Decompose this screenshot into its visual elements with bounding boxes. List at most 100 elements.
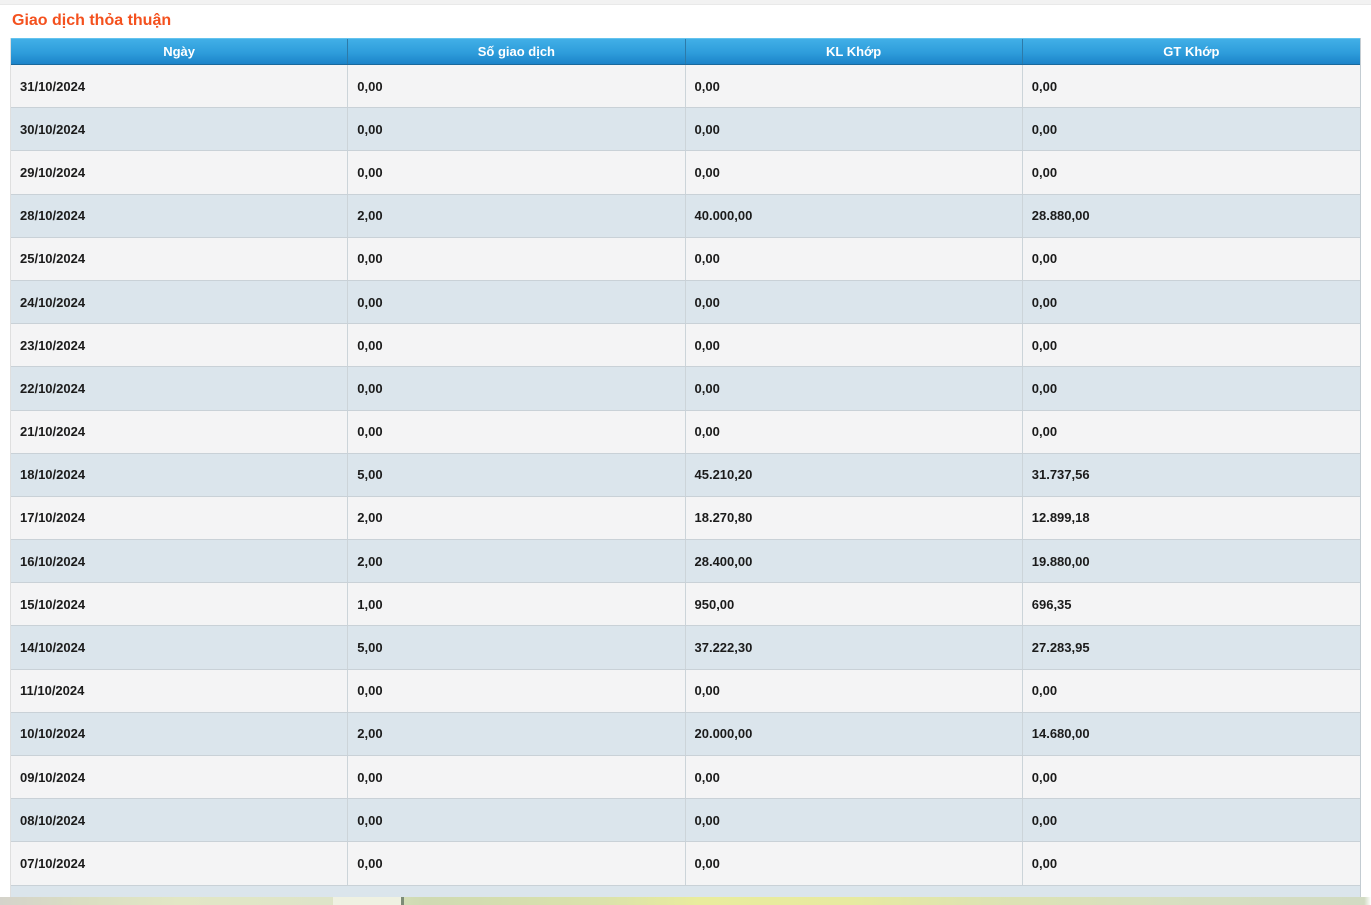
cell-so-giao-dich: 0,00	[348, 410, 686, 453]
cell-ngay: 28/10/2024	[11, 194, 349, 237]
table-row: 23/10/2024 0,00 0,00 0,00	[11, 324, 1360, 368]
cell-kl-khop: 0,00	[686, 410, 1023, 453]
table-row-partial	[11, 885, 1360, 897]
cell-ngay: 25/10/2024	[11, 237, 349, 280]
cell-ngay: 30/10/2024	[11, 108, 349, 151]
cell-kl-khop: 0,00	[686, 324, 1023, 367]
table-row: 07/10/2024 0,00 0,00 0,00	[11, 842, 1360, 886]
cell-gt-khop: 0,00	[1031, 337, 1058, 353]
transactions-table: Ngày Số giao dịch KL Khớp GT Khớp 31/10/202…	[10, 38, 1361, 897]
cell-gt-khop: 0,00	[1031, 424, 1058, 440]
column-header-kl-khop: KL Khớp	[686, 39, 1023, 64]
cell-ngay: 11/10/2024	[11, 669, 349, 712]
footer-strip-divider	[401, 896, 404, 905]
table-row: 10/10/2024 2,00 20.000,00 14.680,00	[11, 712, 1360, 756]
cell-ngay: 24/10/2024	[11, 280, 349, 324]
table-row: 09/10/2024 0,00 0,00 0,00	[11, 756, 1360, 800]
cell-gt-khop: 696,35	[1031, 596, 1072, 612]
cell-gt-khop: 0,00	[1031, 769, 1058, 785]
cell-kl-khop: 28.400,00	[686, 540, 1023, 583]
cell-ngay: 10/10/2024	[11, 712, 349, 755]
cell-so-giao-dich: 0,00	[348, 756, 686, 799]
cell-so-giao-dich: 2,00	[348, 540, 686, 583]
cell-so-giao-dich: 0,00	[348, 799, 686, 842]
cell-so-giao-dich: 2,00	[348, 194, 686, 237]
cell-so-giao-dich: 0,00	[348, 151, 686, 194]
table-body: 31/10/2024 0,00 0,00 0,00 30/10/2024 0,00 0,00…	[11, 65, 1360, 886]
cell-ngay: 17/10/2024	[11, 496, 349, 540]
cell-ngay: 09/10/2024	[11, 756, 349, 799]
cell-kl-khop: 950,00	[686, 583, 1023, 626]
cell-kl-khop: 20.000,00	[686, 712, 1023, 755]
cell-gt-khop: 19.880,00	[1031, 553, 1090, 569]
table-row: 29/10/2024 0,00 0,00 0,00	[11, 151, 1360, 195]
cell-gt-khop: 0,00	[1031, 121, 1058, 137]
cell-so-giao-dich: 1,00	[348, 583, 686, 626]
page-title: Giao dịch thỏa thuận	[12, 12, 172, 29]
footer-strip-thumb	[333, 896, 401, 905]
cell-ngay: 18/10/2024	[11, 453, 349, 496]
cell-ngay: 15/10/2024	[11, 583, 349, 626]
cell-so-giao-dich: 0,00	[348, 367, 686, 410]
cell-gt-khop: 0,00	[1031, 380, 1058, 396]
cell-kl-khop: 0,00	[686, 237, 1023, 280]
table-row: 24/10/2024 0,00 0,00 0,00	[11, 280, 1360, 325]
cell-ngay: 29/10/2024	[11, 151, 349, 194]
table-header-row: Ngày Số giao dịch KL Khớp GT Khớp	[11, 38, 1360, 65]
cell-ngay: 23/10/2024	[11, 324, 349, 367]
cell-gt-khop: 27.283,95	[1031, 640, 1090, 656]
cell-kl-khop: 0,00	[686, 280, 1023, 324]
cell-so-giao-dich: 0,00	[348, 280, 686, 324]
cell-gt-khop: 28.880,00	[1031, 208, 1090, 224]
cell-ngay: 21/10/2024	[11, 410, 349, 453]
cell-gt-khop: 0,00	[1031, 812, 1058, 828]
cell-kl-khop: 0,00	[686, 669, 1023, 712]
cell-gt-khop: 0,00	[1031, 164, 1058, 180]
cell-kl-khop: 40.000,00	[686, 194, 1023, 237]
cell-kl-khop: 0,00	[686, 108, 1023, 151]
cell-kl-khop: 18.270,80	[686, 496, 1023, 540]
table-row: 22/10/2024 0,00 0,00 0,00	[11, 367, 1360, 411]
table-row: 28/10/2024 2,00 40.000,00 28.880,00	[11, 194, 1360, 238]
cell-ngay: 16/10/2024	[11, 540, 349, 583]
cell-kl-khop: 45.210,20	[686, 453, 1023, 496]
table-row: 15/10/2024 1,00 950,00 696,35	[11, 583, 1360, 627]
cell-so-giao-dich: 0,00	[348, 237, 686, 280]
cell-so-giao-dich: 2,00	[348, 496, 686, 540]
cell-kl-khop: 0,00	[686, 756, 1023, 799]
cell-so-giao-dich: 2,00	[348, 712, 686, 755]
cell-ngay: 22/10/2024	[11, 367, 349, 410]
column-header-ngay: Ngày	[11, 39, 349, 64]
cell-ngay: 08/10/2024	[11, 799, 349, 842]
table-row: 17/10/2024 2,00 18.270,80 12.899,18	[11, 496, 1360, 541]
cell-so-giao-dich: 0,00	[348, 324, 686, 367]
table-row: 31/10/2024 0,00 0,00 0,00	[11, 65, 1360, 109]
cell-so-giao-dich: 0,00	[348, 65, 686, 108]
cell-so-giao-dich: 0,00	[348, 108, 686, 151]
table-row: 08/10/2024 0,00 0,00 0,00	[11, 799, 1360, 843]
table-row: 14/10/2024 5,00 37.222,30 27.283,95	[11, 626, 1360, 670]
column-header-gt-khop: GT Khớp	[1163, 44, 1220, 59]
table-row: 21/10/2024 0,00 0,00 0,00	[11, 410, 1360, 454]
top-band	[0, 0, 1371, 5]
cell-kl-khop: 0,00	[686, 842, 1023, 885]
cell-gt-khop: 31.737,56	[1031, 467, 1090, 483]
cell-kl-khop: 0,00	[686, 367, 1023, 410]
cell-gt-khop: 12.899,18	[1031, 510, 1090, 526]
cell-so-giao-dich: 5,00	[348, 453, 686, 496]
footer-strip	[0, 896, 1371, 905]
table-row: 11/10/2024 0,00 0,00 0,00	[11, 669, 1360, 713]
cell-gt-khop: 0,00	[1031, 683, 1058, 699]
cell-kl-khop: 0,00	[686, 799, 1023, 842]
cell-gt-khop: 0,00	[1031, 78, 1058, 94]
cell-gt-khop: 0,00	[1031, 251, 1058, 267]
cell-kl-khop: 0,00	[686, 65, 1023, 108]
cell-kl-khop: 0,00	[686, 151, 1023, 194]
cell-gt-khop: 0,00	[1031, 294, 1058, 310]
table-row: 25/10/2024 0,00 0,00 0,00	[11, 237, 1360, 281]
cell-so-giao-dich: 5,00	[348, 626, 686, 669]
cell-so-giao-dich: 0,00	[348, 842, 686, 885]
table-row: 16/10/2024 2,00 28.400,00 19.880,00	[11, 540, 1360, 584]
table-row: 18/10/2024 5,00 45.210,20 31.737,56	[11, 453, 1360, 497]
